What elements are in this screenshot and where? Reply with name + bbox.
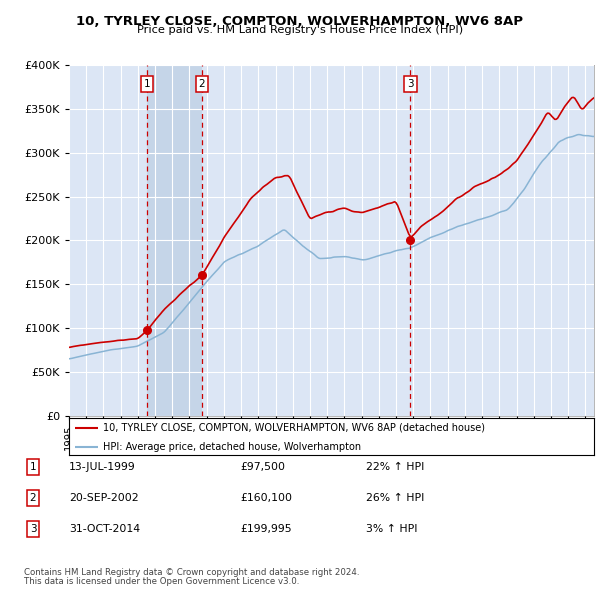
Text: 22% ↑ HPI: 22% ↑ HPI [366, 463, 424, 472]
Text: £199,995: £199,995 [240, 524, 292, 533]
Text: 2: 2 [29, 493, 37, 503]
Text: 10, TYRLEY CLOSE, COMPTON, WOLVERHAMPTON, WV6 8AP: 10, TYRLEY CLOSE, COMPTON, WOLVERHAMPTON… [77, 15, 523, 28]
Text: 3% ↑ HPI: 3% ↑ HPI [366, 524, 418, 533]
Text: £97,500: £97,500 [240, 463, 285, 472]
Text: 3: 3 [29, 524, 37, 533]
Text: 13-JUL-1999: 13-JUL-1999 [69, 463, 136, 472]
Text: Price paid vs. HM Land Registry's House Price Index (HPI): Price paid vs. HM Land Registry's House … [137, 25, 463, 35]
Text: 20-SEP-2002: 20-SEP-2002 [69, 493, 139, 503]
Text: £160,100: £160,100 [240, 493, 292, 503]
Text: 2: 2 [199, 79, 205, 89]
Text: 1: 1 [144, 79, 151, 89]
Text: 31-OCT-2014: 31-OCT-2014 [69, 524, 140, 533]
Text: 10, TYRLEY CLOSE, COMPTON, WOLVERHAMPTON, WV6 8AP (detached house): 10, TYRLEY CLOSE, COMPTON, WOLVERHAMPTON… [103, 422, 485, 432]
Text: Contains HM Land Registry data © Crown copyright and database right 2024.: Contains HM Land Registry data © Crown c… [24, 568, 359, 577]
Text: HPI: Average price, detached house, Wolverhampton: HPI: Average price, detached house, Wolv… [103, 442, 361, 453]
Text: 26% ↑ HPI: 26% ↑ HPI [366, 493, 424, 503]
Text: 3: 3 [407, 79, 413, 89]
Bar [147, 65, 202, 416]
Text: This data is licensed under the Open Government Licence v3.0.: This data is licensed under the Open Gov… [24, 578, 299, 586]
Text: 1: 1 [29, 463, 37, 472]
